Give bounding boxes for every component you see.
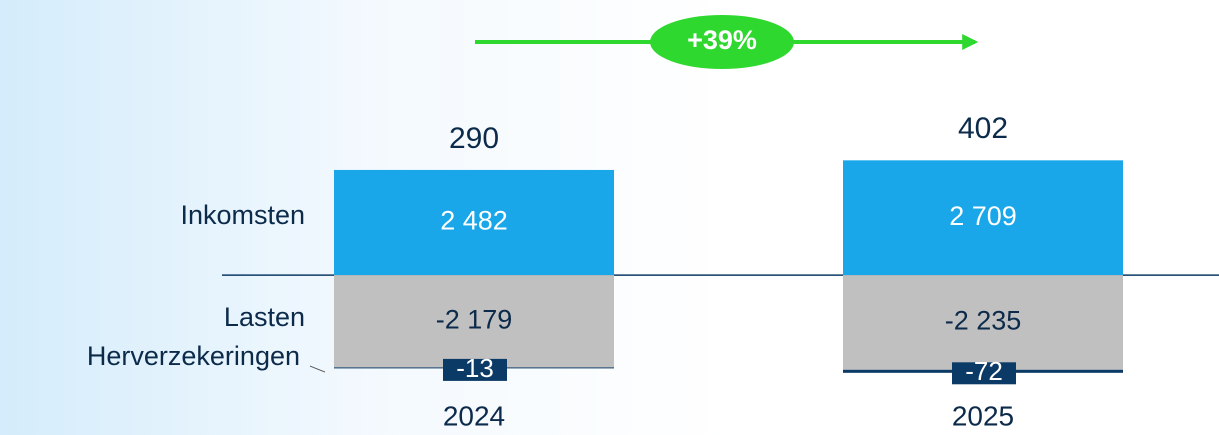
value-label: -2 235 <box>945 306 1022 336</box>
label-leader <box>309 365 326 373</box>
bar-segment <box>334 169 614 276</box>
value-label: -72 <box>965 356 1003 386</box>
bar-segment <box>843 160 1123 276</box>
value-label: -2 179 <box>436 304 513 334</box>
series-label: Lasten <box>224 302 305 332</box>
series-label: Herverzekeringen <box>87 341 300 371</box>
growth-badge <box>650 15 794 69</box>
value-label-box <box>952 362 1016 385</box>
value-label: 2 482 <box>440 206 508 236</box>
total-label: 290 <box>449 122 499 155</box>
series-label: Inkomsten <box>180 200 305 230</box>
bar-segment <box>334 275 614 368</box>
total-label: 402 <box>958 112 1008 145</box>
value-label-box <box>443 358 507 381</box>
x-tick-label: 2025 <box>952 400 1014 431</box>
bar-segment <box>843 275 1123 370</box>
x-tick-label: 2024 <box>443 400 505 431</box>
growth-label: +39% <box>687 25 757 55</box>
value-label: -13 <box>456 353 494 383</box>
value-label: 2 709 <box>949 201 1017 231</box>
